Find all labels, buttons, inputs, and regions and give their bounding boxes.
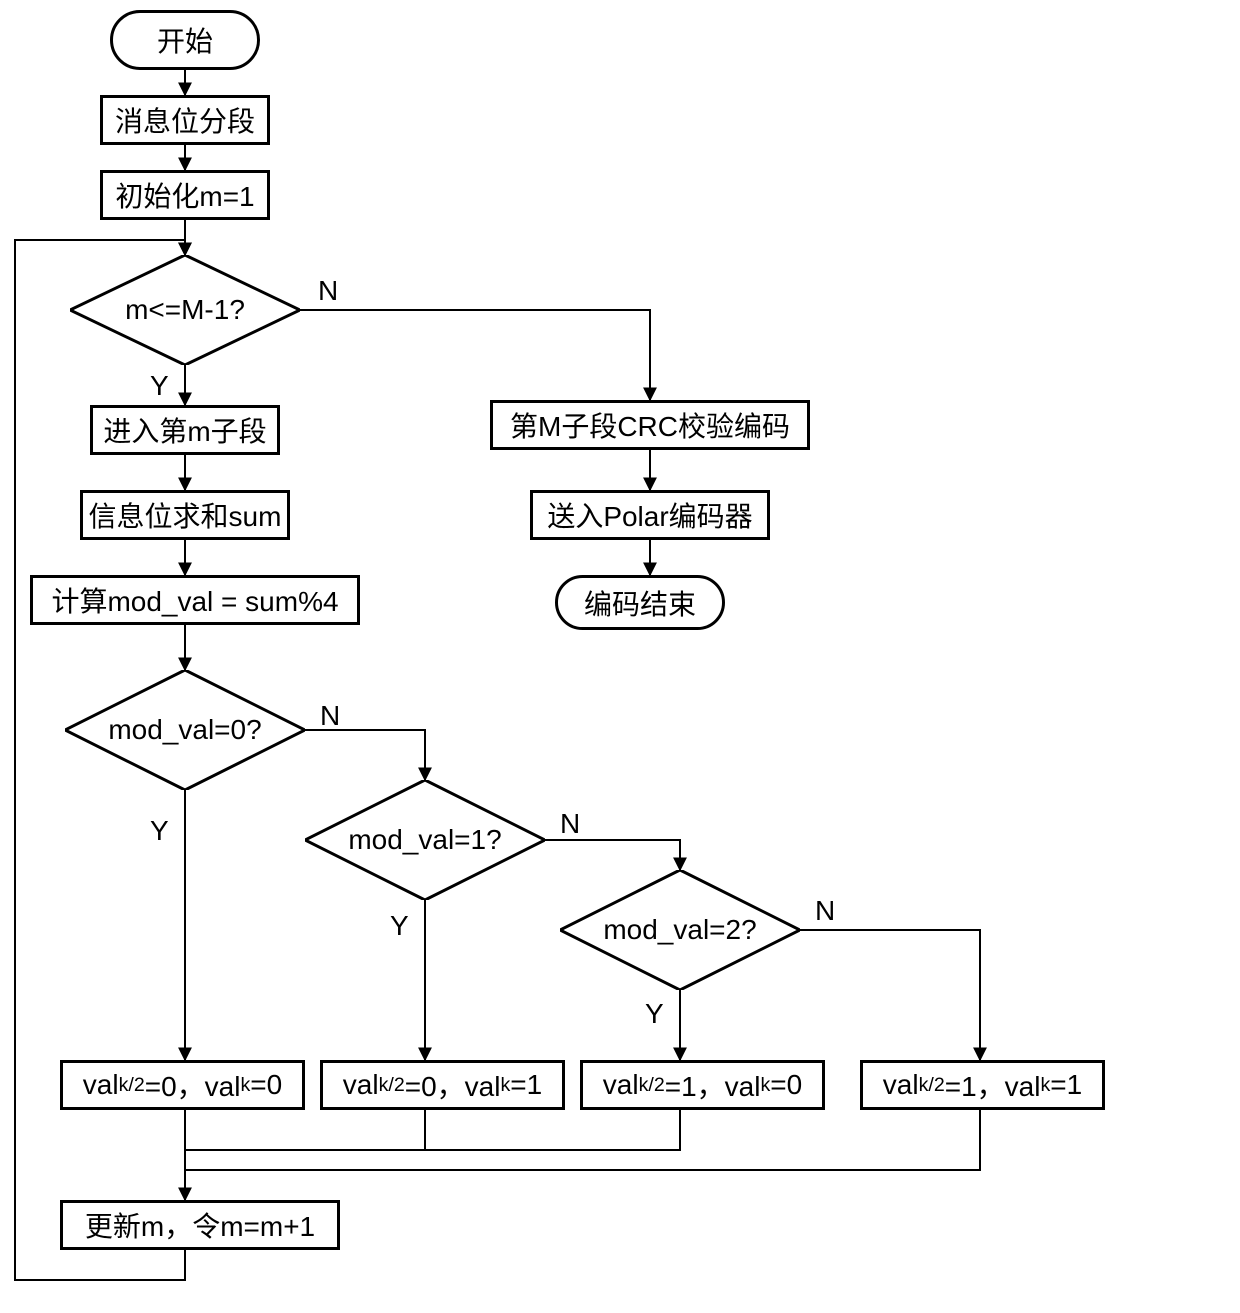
edge-label-d2_n: N	[815, 895, 835, 927]
node-label-d1: mod_val=1?	[305, 780, 545, 900]
edge-label-dm_n: N	[318, 275, 338, 307]
node-crc: 第M子段CRC校验编码	[490, 400, 810, 450]
node-seg: 消息位分段	[100, 95, 270, 145]
node-v0: valk/2=0，valk=0	[60, 1060, 305, 1110]
edge-e18	[185, 1110, 425, 1150]
edge-label-d1_y: Y	[390, 910, 409, 942]
flowchart-canvas: 开始消息位分段初始化m=1 m<=M-1? 进入第m子段信息位求和sum 计算mod_…	[0, 0, 1240, 1313]
edge-e12	[305, 730, 425, 780]
node-start: 开始	[110, 10, 260, 70]
node-d_m: m<=M-1?	[70, 255, 300, 365]
node-polar: 送入Polar编码器	[530, 490, 770, 540]
edge-e16	[800, 930, 980, 1060]
node-d2: mod_val=2?	[560, 870, 800, 990]
node-d0: mod_val=0?	[65, 670, 305, 790]
edge-e8	[300, 310, 650, 400]
edge-e20	[185, 1110, 980, 1170]
node-update: 更新m，令m=m+1	[60, 1200, 340, 1250]
node-end: 编码结束	[555, 575, 725, 630]
node-mod: 计算mod_val = sum%4	[30, 575, 360, 625]
edge-label-d1_n: N	[560, 808, 580, 840]
node-sum: 信息位求和sum	[80, 490, 290, 540]
node-label-d0: mod_val=0?	[65, 670, 305, 790]
edge-label-dm_y: Y	[150, 370, 169, 402]
node-v1: valk/2=0，valk=1	[320, 1060, 565, 1110]
edge-label-d0_n: N	[320, 700, 340, 732]
edge-e19	[185, 1110, 680, 1150]
edge-label-d2_y: Y	[645, 998, 664, 1030]
node-d1: mod_val=1?	[305, 780, 545, 900]
node-v2: valk/2=1，valk=0	[580, 1060, 825, 1110]
node-init: 初始化m=1	[100, 170, 270, 220]
node-enter: 进入第m子段	[90, 405, 280, 455]
node-label-d_m: m<=M-1?	[70, 255, 300, 365]
edge-label-d0_y: Y	[150, 815, 169, 847]
node-label-d2: mod_val=2?	[560, 870, 800, 990]
edge-e14	[545, 840, 680, 870]
node-v3: valk/2=1，valk=1	[860, 1060, 1105, 1110]
